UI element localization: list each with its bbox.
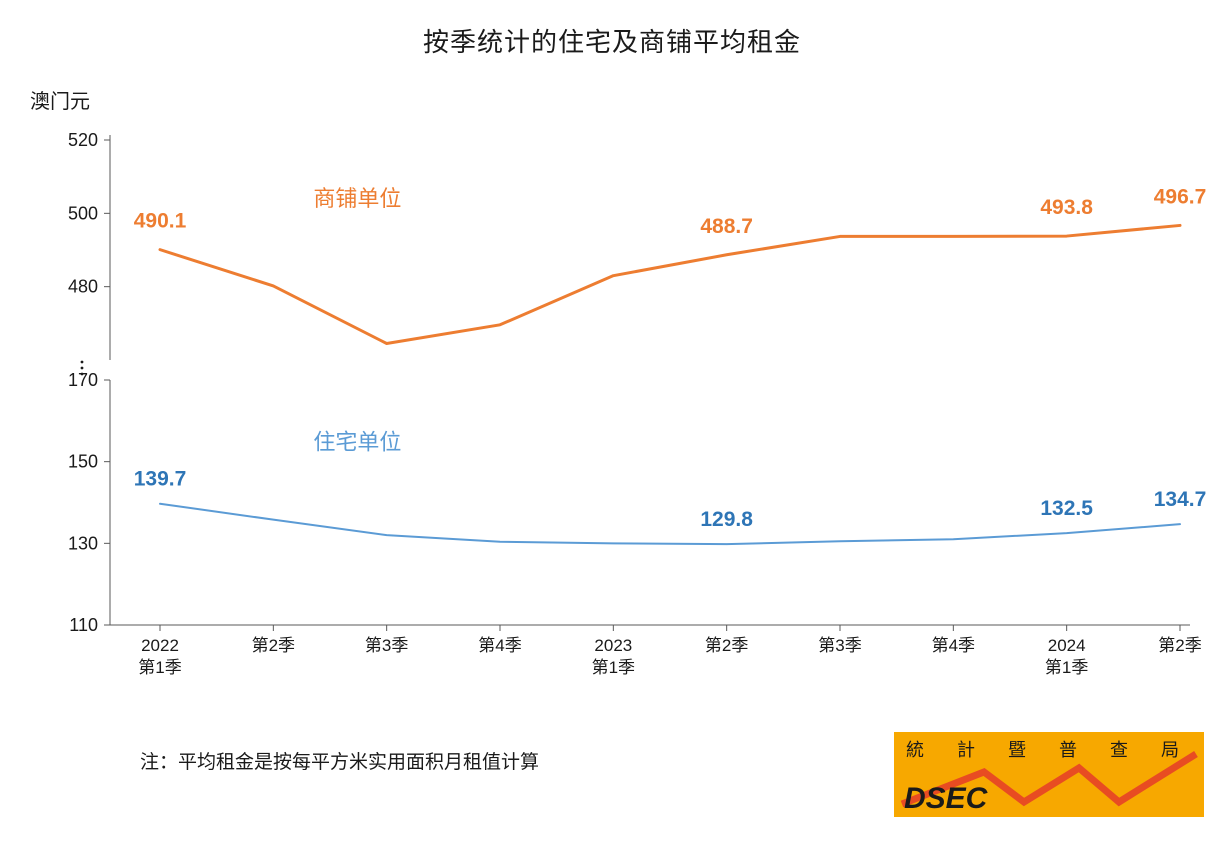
value-label-residential: 139.7 — [134, 468, 187, 491]
series-line — [160, 504, 1180, 544]
x-tick: 第3季 — [365, 636, 408, 655]
x-tick: 第4季 — [478, 636, 521, 655]
chart-footnote: 注：平均租金是按每平方米实用面积月租值计算 — [140, 747, 539, 774]
chart-svg: 520 500 480 170 150 130 110 2022 第1季 第2季 第3季 第4季 202… — [0, 0, 1224, 740]
value-label-residential: 129.8 — [700, 508, 753, 531]
x-tick: 第2季 — [705, 636, 748, 655]
x-tick: 2023 — [594, 636, 632, 655]
value-label-commercial: 488.7 — [700, 215, 753, 238]
logo-top-text: 統 計 暨 普 查 局 — [906, 740, 1193, 760]
y-tick: 520 — [68, 130, 98, 150]
logo-bottom-text: DSEC — [904, 782, 989, 815]
y-tick: 150 — [68, 452, 98, 472]
y-tick: 480 — [68, 277, 98, 297]
x-tick: 第2季 — [252, 636, 295, 655]
x-tick: 第2季 — [1158, 636, 1201, 655]
value-label-residential: 134.7 — [1154, 488, 1207, 511]
series-line — [160, 225, 1180, 343]
series-label-residential: 住宅单位 — [313, 429, 401, 454]
x-tick: 第4季 — [932, 636, 975, 655]
x-tick: 2024 — [1048, 636, 1086, 655]
x-tick: 第1季 — [1045, 658, 1088, 677]
value-label-residential: 132.5 — [1040, 497, 1093, 520]
x-tick: 第1季 — [138, 658, 181, 677]
x-tick: 第1季 — [592, 658, 635, 677]
value-label-commercial: 493.8 — [1040, 196, 1093, 219]
value-label-commercial: 496.7 — [1154, 185, 1207, 208]
x-tick: 第3季 — [818, 636, 861, 655]
chart-container: 按季统计的住宅及商铺平均租金 澳门元 520500480170150130110… — [0, 0, 1224, 852]
y-tick: 130 — [68, 533, 98, 553]
y-tick: 170 — [68, 370, 98, 390]
series-label-commercial: 商铺单位 — [313, 186, 401, 211]
x-tick: 2022 — [141, 636, 179, 655]
y-tick: 110 — [69, 615, 98, 635]
value-label-commercial: 490.1 — [134, 210, 187, 233]
y-tick: 500 — [68, 203, 98, 223]
dsec-logo: 統 計 暨 普 查 局 DSEC — [894, 732, 1204, 817]
